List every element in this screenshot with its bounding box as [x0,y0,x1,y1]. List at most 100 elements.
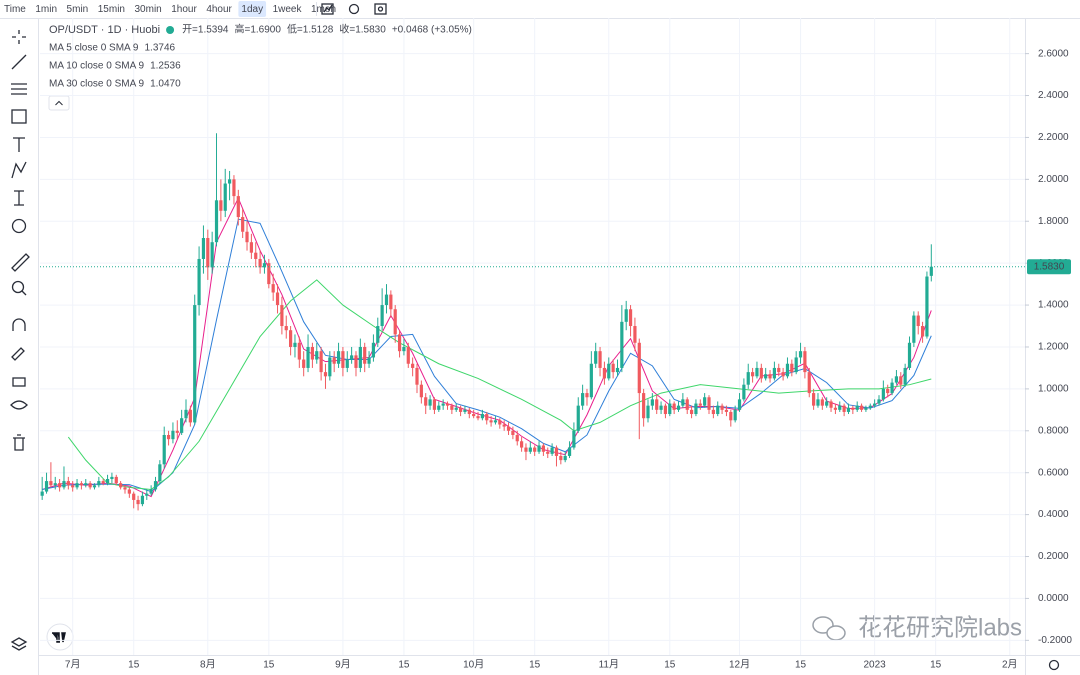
candle-body [424,397,428,406]
candle-body [406,346,410,364]
candle-body [781,372,785,377]
delete-tool[interactable] [13,434,25,451]
ohlc-value: 开=1.5394 [182,25,229,36]
candle-body [585,393,589,398]
candle-body [158,464,162,482]
emoji-tool[interactable] [11,218,27,234]
candle-body [402,346,406,352]
ruler-tool[interactable] [11,253,30,272]
crosshair-tool[interactable] [12,30,26,44]
stay-drawing-tool[interactable] [11,347,25,361]
candle-body [611,363,615,373]
candle-body [833,407,838,410]
text-tool[interactable] [13,137,25,152]
candle-body [92,485,97,488]
candle-body [350,355,354,360]
interval-button[interactable]: Time [4,4,26,15]
object-tree[interactable] [10,637,28,651]
candle-body [873,403,877,406]
candle-body [188,409,192,423]
candle-body [289,330,293,347]
candle-body [759,367,763,379]
wechat-bubble [826,625,846,641]
symbol-title: OP/USDT · 1D · Huobi [49,24,160,36]
candle-body [467,409,471,415]
candle-body [323,372,328,377]
interval-button[interactable]: 1week [273,4,303,15]
screenshot-button[interactable] [374,3,387,15]
candle-body [559,455,563,461]
candle-body [97,481,101,486]
shape-tool[interactable] [11,109,27,124]
candle-body [925,276,929,337]
candle-body [859,405,864,410]
candle-body [668,403,672,415]
plot [40,133,933,511]
zoom-tool[interactable] [11,280,25,294]
candle-body [384,294,389,306]
candle-body [123,487,127,490]
measure-tool[interactable] [14,190,24,206]
interval-button[interactable]: 1min [35,4,57,15]
candle-body [336,351,341,364]
candle-body [703,397,707,406]
candle-body [829,401,833,408]
settings-button[interactable] [348,3,360,15]
visibility-tool[interactable] [10,400,28,410]
indicator-button[interactable] [321,3,334,15]
candle-body [227,179,232,184]
candle-body [149,489,153,494]
ohlc-value: 低=1.5128 [287,23,334,36]
candle-body [624,309,628,322]
interval-button[interactable]: 30min [134,4,161,15]
x-tick-label: 8月 [200,659,216,671]
candle-body [676,405,681,410]
magnet-tool[interactable] [12,318,26,331]
candle-body [533,447,537,452]
last-price-label: 1.5830 [1034,261,1065,272]
candle-body [445,403,450,406]
candle-body [419,384,423,398]
candle-body [581,393,585,406]
interval-button[interactable]: 1mon [311,4,336,15]
drawing-toolbar [10,30,30,651]
y-tick-label: 1.0000 [1038,384,1069,395]
fib-tool[interactable] [11,83,27,95]
candle-body [750,372,755,377]
candle-body [62,481,66,488]
axis-settings[interactable] [1048,659,1060,671]
candle-body [271,284,275,293]
candle-body [53,483,57,486]
y-tick-label: -0.2000 [1038,635,1072,646]
candle-body [180,418,184,433]
candle-body [550,447,554,454]
candle-body [79,483,84,486]
candle-body [528,447,532,452]
trendline-tool[interactable] [11,54,27,70]
candle-body [572,430,576,448]
interval-button[interactable]: 5min [67,4,89,15]
candle-body [615,367,620,373]
candle-body [376,326,380,343]
candle-body [620,321,624,368]
candle-body [332,357,336,364]
candle-body [899,376,903,385]
candle-body [790,363,794,373]
interval-button[interactable]: 15min [98,4,125,15]
pattern-tool[interactable] [11,161,27,179]
candle-body [633,326,637,343]
candle-body [916,315,920,327]
logo-mark [52,632,66,643]
interval-button[interactable]: 1hour [171,4,197,15]
candle-body [110,476,114,479]
candle-body [729,411,733,421]
collapse-legend-button[interactable] [48,95,70,111]
lock-tool[interactable] [12,377,26,387]
candle-body [650,399,654,406]
candle-body [685,399,689,410]
interval-button[interactable]: 1day [241,4,263,15]
candle-body [432,399,437,410]
interval-button[interactable]: 4hour [206,4,232,15]
candle-body [777,367,781,373]
candle-body [267,263,271,285]
